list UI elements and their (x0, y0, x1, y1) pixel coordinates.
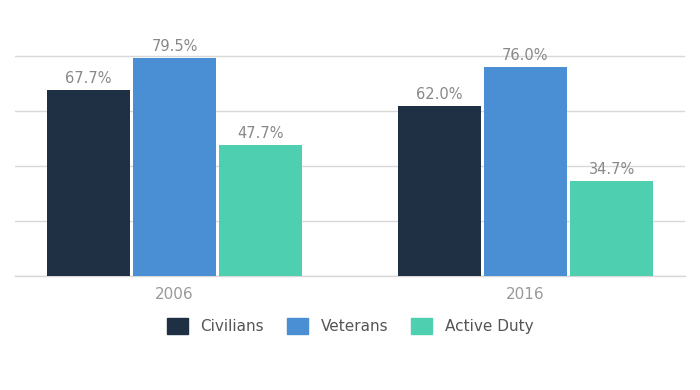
Bar (570, 181, 653, 277)
Text: 47.7%: 47.7% (237, 126, 284, 141)
Bar (398, 106, 481, 277)
Legend: Civilians, Veterans, Active Duty: Civilians, Veterans, Active Duty (167, 318, 533, 334)
Text: 79.5%: 79.5% (151, 39, 197, 53)
Bar (484, 67, 567, 277)
Text: 34.7%: 34.7% (589, 162, 635, 177)
Text: 62.0%: 62.0% (416, 87, 463, 102)
Text: 76.0%: 76.0% (502, 48, 549, 63)
Bar (219, 145, 302, 277)
Text: 67.7%: 67.7% (65, 71, 111, 86)
Bar (133, 58, 216, 277)
Bar (47, 90, 130, 277)
